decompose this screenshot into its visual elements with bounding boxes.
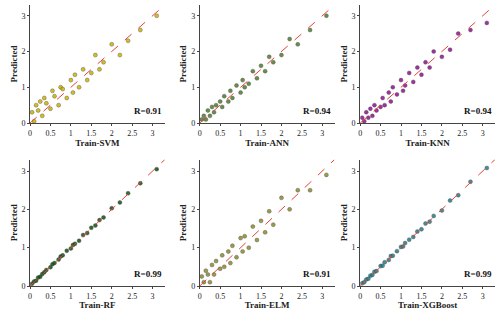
svg-text:2: 2: [110, 129, 114, 138]
svg-text:2.5: 2.5: [127, 292, 137, 301]
svg-text:2.5: 2.5: [457, 292, 467, 301]
svg-text:Predicted: Predicted: [9, 204, 19, 241]
svg-text:1.5: 1.5: [416, 129, 426, 138]
svg-text:2.5: 2.5: [297, 129, 307, 138]
svg-text:0: 0: [198, 129, 202, 138]
svg-text:0: 0: [191, 119, 195, 128]
svg-text:3: 3: [21, 167, 25, 176]
svg-text:3: 3: [352, 12, 356, 21]
svg-text:1: 1: [21, 243, 25, 252]
svg-text:1: 1: [352, 83, 356, 92]
svg-text:Train-ELM: Train-ELM: [245, 300, 290, 310]
svg-text:Train-SVM: Train-SVM: [75, 138, 120, 148]
svg-text:R=0.99: R=0.99: [134, 269, 162, 279]
svg-text:Train-XGBoost: Train-XGBoost: [398, 300, 457, 310]
svg-text:0.5: 0.5: [376, 129, 386, 138]
svg-text:2: 2: [352, 47, 356, 56]
svg-text:1: 1: [399, 292, 403, 301]
svg-text:0.5: 0.5: [45, 292, 55, 301]
svg-text:0.5: 0.5: [45, 129, 55, 138]
svg-text:2: 2: [440, 292, 444, 301]
svg-text:3: 3: [151, 292, 155, 301]
svg-text:1: 1: [399, 129, 403, 138]
svg-text:2: 2: [352, 205, 356, 214]
svg-text:3: 3: [151, 129, 155, 138]
svg-text:1.5: 1.5: [416, 292, 426, 301]
svg-text:Predicted: Predicted: [339, 46, 349, 83]
svg-text:R=0.91: R=0.91: [134, 106, 162, 116]
svg-text:0.5: 0.5: [376, 292, 386, 301]
svg-text:1: 1: [239, 129, 243, 138]
svg-text:1: 1: [69, 292, 73, 301]
svg-text:0: 0: [352, 119, 356, 128]
svg-text:0: 0: [191, 282, 195, 291]
svg-text:1.5: 1.5: [256, 292, 266, 301]
svg-text:R=0.99: R=0.99: [464, 269, 492, 279]
svg-text:0: 0: [21, 119, 25, 128]
svg-text:1.5: 1.5: [86, 129, 96, 138]
svg-text:Predicted: Predicted: [9, 46, 19, 83]
svg-text:0: 0: [358, 129, 362, 138]
svg-text:3: 3: [191, 167, 195, 176]
svg-text:2: 2: [440, 129, 444, 138]
svg-text:Train-ANN: Train-ANN: [245, 138, 289, 148]
svg-text:Predicted: Predicted: [178, 204, 188, 241]
svg-text:1: 1: [191, 243, 195, 252]
svg-text:R=0.94: R=0.94: [303, 106, 331, 116]
svg-text:2: 2: [21, 205, 25, 214]
svg-text:2: 2: [21, 47, 25, 56]
svg-text:1: 1: [191, 83, 195, 92]
svg-text:3: 3: [191, 12, 195, 21]
svg-text:2: 2: [279, 129, 283, 138]
svg-text:2: 2: [279, 292, 283, 301]
svg-text:Predicted: Predicted: [339, 204, 349, 241]
svg-text:1.5: 1.5: [86, 292, 96, 301]
svg-text:0: 0: [358, 292, 362, 301]
svg-text:Train-RF: Train-RF: [79, 300, 116, 310]
svg-text:0: 0: [198, 292, 202, 301]
svg-text:3: 3: [21, 12, 25, 21]
svg-text:3: 3: [352, 167, 356, 176]
svg-text:0.5: 0.5: [215, 129, 225, 138]
svg-text:3: 3: [481, 292, 485, 301]
svg-text:0.5: 0.5: [215, 292, 225, 301]
svg-text:2: 2: [191, 205, 195, 214]
svg-text:1.5: 1.5: [256, 129, 266, 138]
svg-text:3: 3: [320, 292, 324, 301]
svg-text:0: 0: [28, 292, 32, 301]
svg-text:1: 1: [239, 292, 243, 301]
svg-text:1: 1: [69, 129, 73, 138]
svg-text:2.5: 2.5: [457, 129, 467, 138]
svg-text:R=0.91: R=0.91: [303, 269, 331, 279]
svg-text:Train-KNN: Train-KNN: [405, 138, 450, 148]
svg-text:2: 2: [191, 47, 195, 56]
svg-text:3: 3: [481, 129, 485, 138]
svg-text:0: 0: [21, 282, 25, 291]
svg-text:0: 0: [28, 129, 32, 138]
svg-text:1: 1: [21, 83, 25, 92]
svg-text:Predicted: Predicted: [178, 46, 188, 83]
svg-text:2: 2: [110, 292, 114, 301]
svg-text:0: 0: [352, 282, 356, 291]
svg-text:2.5: 2.5: [127, 129, 137, 138]
svg-text:R=0.94: R=0.94: [464, 106, 492, 116]
svg-text:3: 3: [320, 129, 324, 138]
svg-text:2.5: 2.5: [297, 292, 307, 301]
svg-text:1: 1: [352, 243, 356, 252]
